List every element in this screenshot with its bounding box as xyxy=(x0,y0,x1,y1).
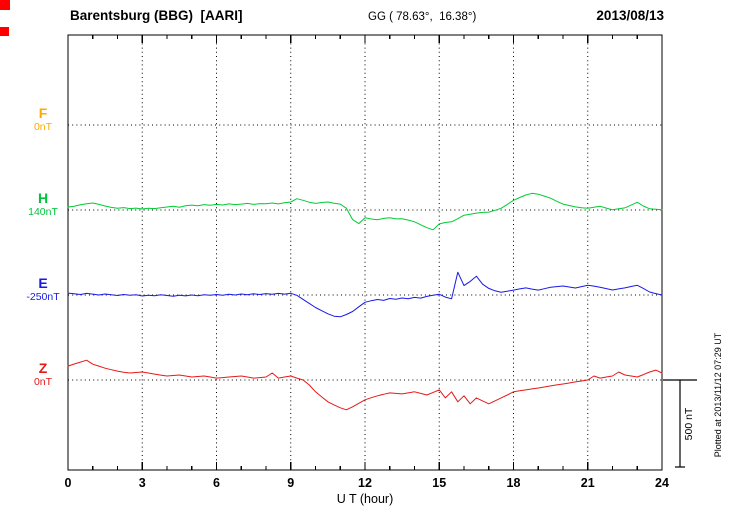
component-letter-H: H xyxy=(37,190,49,206)
x-tick-label: 12 xyxy=(358,476,372,490)
corner-marker-top xyxy=(0,0,10,10)
x-tick-label: 0 xyxy=(65,476,72,490)
component-baseline-Z: 0nT xyxy=(33,376,53,388)
component-label-E: E -250nT xyxy=(11,275,75,304)
trace-H xyxy=(67,192,663,231)
plotted-at-note: Plotted at 2013/11/12 07:29 UT xyxy=(713,332,723,457)
x-tick-label: 24 xyxy=(655,476,669,490)
component-label-Z: Z 0nT xyxy=(11,360,75,389)
station-title: Barentsburg (BBG) [AARI] xyxy=(70,8,243,23)
plot-date: 2013/08/13 xyxy=(596,8,664,23)
scale-bar-label: 500 nT xyxy=(683,407,695,440)
trace-E xyxy=(67,271,663,318)
plot-layer: 0 3 6 9 12 15 18 21 24 xyxy=(65,34,697,490)
x-tick-label: 21 xyxy=(581,476,595,490)
x-tick-label: 6 xyxy=(213,476,220,490)
x-axis-label: U T (hour) xyxy=(336,492,394,506)
component-label-H: H 140nT xyxy=(11,190,75,219)
component-letter-F: F xyxy=(38,105,48,121)
component-letter-E: E xyxy=(38,275,48,291)
geographic-coords: GG ( 78.63°, 16.38°) xyxy=(368,11,477,23)
component-baseline-F: 0nT xyxy=(33,121,53,133)
x-tick-label: 18 xyxy=(507,476,521,490)
x-tick-label: 9 xyxy=(287,476,294,490)
corner-marker-bottom xyxy=(0,27,9,36)
component-label-F: F 0nT xyxy=(11,105,75,134)
trace-Z xyxy=(67,359,663,411)
x-tick-label: 3 xyxy=(139,476,146,490)
component-baseline-E: -250nT xyxy=(26,291,60,303)
component-baseline-H: 140nT xyxy=(28,206,58,218)
x-tick-label: 15 xyxy=(432,476,446,490)
component-letter-Z: Z xyxy=(38,360,48,376)
